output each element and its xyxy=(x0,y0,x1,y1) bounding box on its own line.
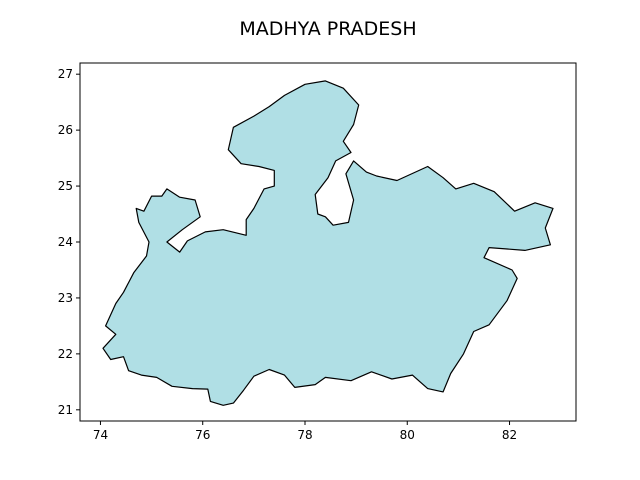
x-tick-label: 74 xyxy=(93,428,108,442)
plot-area xyxy=(102,80,554,406)
y-tick-label: 23 xyxy=(58,291,73,305)
x-tick-label: 80 xyxy=(400,428,415,442)
y-tick-label: 24 xyxy=(58,235,73,249)
y-tick-label: 25 xyxy=(58,179,73,193)
madhya-pradesh-region[interactable] xyxy=(102,80,554,406)
chart-title: MADHYA PRADESH xyxy=(239,18,416,40)
y-tick-label: 21 xyxy=(58,403,73,417)
x-tick-label: 76 xyxy=(195,428,210,442)
x-tick-label: 78 xyxy=(297,428,312,442)
y-tick-label: 27 xyxy=(58,67,73,81)
x-tick-label: 82 xyxy=(502,428,517,442)
y-axis: 21 22 23 24 25 26 27 xyxy=(58,67,80,417)
y-tick-label: 22 xyxy=(58,347,73,361)
x-axis: 74 76 78 80 82 xyxy=(93,421,517,442)
y-tick-label: 26 xyxy=(58,123,73,137)
